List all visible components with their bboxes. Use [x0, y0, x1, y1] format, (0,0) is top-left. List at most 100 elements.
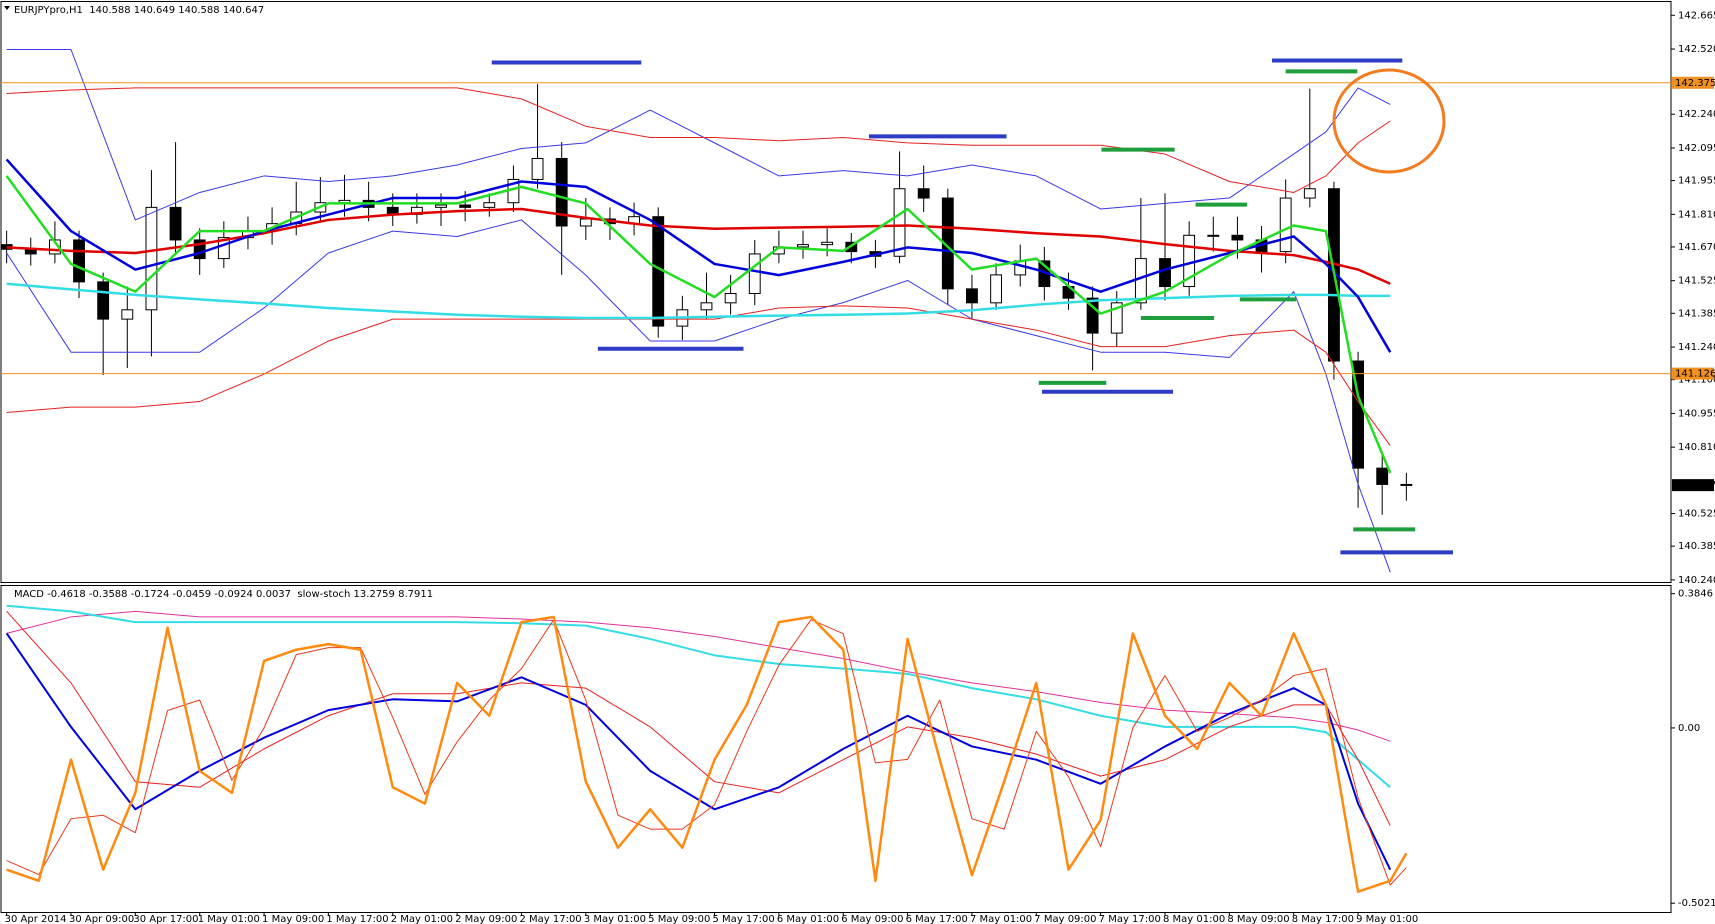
candle-body [797, 244, 809, 248]
candle-body [97, 281, 110, 320]
y-tick-label: 142.520 [1678, 44, 1715, 55]
candle-body [483, 202, 496, 208]
x-tick-label: 8 May 09:00 [1227, 914, 1289, 924]
y-tick-label: 140.240 [1678, 575, 1715, 586]
y-tick-label: 142.665 [1678, 10, 1715, 21]
candle-body [217, 237, 230, 260]
indicator-line [6, 305, 1391, 446]
x-tick-label: 6 May 17:00 [906, 914, 968, 924]
y-tick-label: 140.525 [1678, 509, 1715, 520]
candle-body [1400, 483, 1413, 486]
panel-menu-arrow [4, 6, 10, 10]
indicator-line [6, 611, 1391, 826]
panel-title: EURJPYpro,H1 140.588 140.649 140.588 140… [14, 5, 264, 16]
x-tick-label: 30 Apr 09:00 [69, 914, 134, 924]
candle-body [917, 188, 930, 199]
candle-body [193, 239, 206, 260]
y-tick-label: 141.240 [1678, 342, 1715, 353]
candle-body [1086, 297, 1099, 334]
candle-body [459, 204, 472, 208]
candle-body [1159, 258, 1171, 288]
y-tick-label: 141.810 [1678, 209, 1715, 220]
candle-body [169, 206, 182, 241]
candle-body [1134, 258, 1147, 304]
y-tick-label: 0.00 [1678, 723, 1700, 734]
candle-body [1231, 234, 1244, 241]
candle-body [435, 204, 447, 208]
y-tick-label: 142.095 [1678, 143, 1715, 154]
candle-body [1207, 234, 1220, 237]
candle-body [145, 206, 158, 311]
indicator-line [6, 282, 1391, 320]
y-tick-label: 140.955 [1678, 408, 1715, 419]
x-tick-label: 8 May 01:00 [1163, 914, 1225, 924]
candle-body [1352, 360, 1365, 469]
indicator-line [6, 87, 1391, 193]
x-tick-label: 7 May 01:00 [970, 914, 1032, 924]
y-tick-label: 141.525 [1678, 276, 1715, 287]
x-tick-label: 2 May 01:00 [391, 914, 453, 924]
panel-title: MACD -0.4618 -0.3588 -0.1724 -0.0459 -0.… [14, 589, 433, 600]
x-tick-label: 5 May 17:00 [713, 914, 775, 924]
x-tick-label: 1 May 17:00 [326, 914, 388, 924]
x-tick-label: 6 May 09:00 [841, 914, 903, 924]
candle-body [73, 239, 85, 283]
y-tick-label: 141.100 [1678, 375, 1715, 386]
candle-body [700, 302, 713, 311]
indicator-line [6, 604, 1391, 789]
y-tick-label: 140.385 [1678, 541, 1715, 552]
x-tick-label: 2 May 17:00 [519, 914, 581, 924]
candle-body [555, 157, 568, 227]
y-tick-label: 142.240 [1678, 109, 1715, 120]
level-label-bg [1672, 76, 1714, 89]
candle-body [893, 188, 906, 257]
x-tick-label: 30 Apr 2014 [5, 914, 67, 924]
x-tick-label: 7 May 09:00 [1034, 914, 1096, 924]
level-label: 141.126 [1675, 369, 1715, 380]
y-tick-label: 141.955 [1678, 176, 1715, 187]
indicator-line [6, 615, 1408, 893]
x-tick-label: 6 May 01:00 [777, 914, 839, 924]
y-tick-label: 0.3846 [1678, 589, 1713, 600]
candle-body [724, 293, 737, 304]
level-label: 142.375 [1675, 78, 1715, 89]
indicator-line [6, 219, 1391, 573]
x-tick-label: 30 Apr 17:00 [133, 914, 198, 924]
candle-body [966, 288, 978, 304]
candle-body [1303, 188, 1316, 199]
y-tick-label: -0.5021 [1678, 898, 1715, 909]
x-tick-label: 3 May 01:00 [584, 914, 646, 924]
indicator-line [6, 619, 1407, 886]
candle-body [1376, 467, 1389, 485]
last-price-bg [1672, 479, 1714, 492]
highlight-circle [1332, 68, 1446, 174]
candle-body [1110, 302, 1123, 334]
last-price-label: 140.647 [1675, 480, 1715, 491]
indicator-line [6, 49, 1391, 221]
candle-body [821, 241, 834, 246]
x-tick-label: 1 May 01:00 [198, 914, 260, 924]
candle-body [121, 309, 134, 320]
indicator-line [5, 632, 1392, 871]
x-tick-label: 2 May 09:00 [455, 914, 517, 924]
candle-body [579, 218, 592, 227]
candle-body [1279, 197, 1292, 253]
price-plot [1, 49, 1671, 573]
candle-body [941, 197, 954, 290]
candle-body [531, 157, 544, 180]
x-tick-label: 5 May 09:00 [648, 914, 710, 924]
price-panel-frame [0, 1, 1672, 583]
level-label-bg [1672, 367, 1714, 380]
indicator-plot [5, 604, 1408, 893]
x-tick-label: 7 May 17:00 [1099, 914, 1161, 924]
y-tick-label: 141.670 [1678, 242, 1715, 253]
x-tick-label: 9 May 01:00 [1356, 914, 1418, 924]
y-tick-label: 141.385 [1678, 308, 1715, 319]
indicator-line [5, 175, 1392, 474]
candle-body [990, 274, 1003, 304]
candle-body [748, 253, 761, 295]
y-tick-label: 140.810 [1678, 442, 1715, 453]
x-tick-label: 1 May 09:00 [262, 914, 324, 924]
